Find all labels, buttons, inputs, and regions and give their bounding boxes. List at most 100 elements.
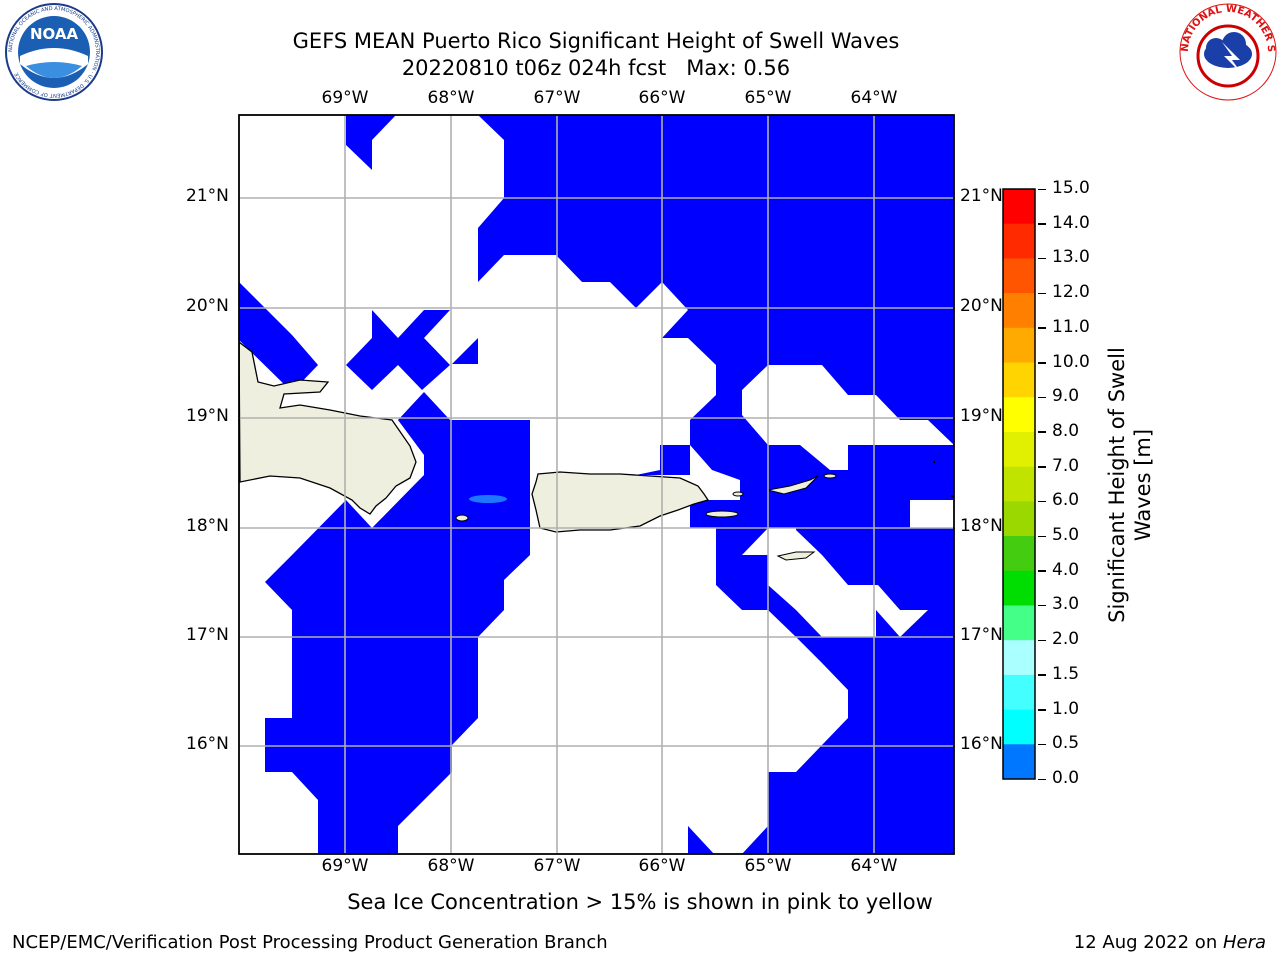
colorbar-segment [1003,223,1035,259]
lon-label-top: 65°W [744,88,792,108]
land-mona-island [455,514,469,522]
colorbar-tick-label: 15.0 [1052,178,1090,198]
swell-max-spot [469,495,507,503]
lat-label-left: 16°N [186,734,229,754]
colorbar-tick-mark [1038,257,1046,260]
swell-region-northwest [239,282,450,392]
land-islet [932,460,936,464]
colorbar-tick-label: 10.0 [1052,351,1090,372]
lon-label-top: 68°W [427,88,475,108]
colorbar-tick-mark [1038,292,1046,295]
colorbar-tick-label: 5.0 [1052,525,1080,546]
lon-label-top: 69°W [321,88,369,108]
lat-label-right: 16°N [960,734,1003,754]
lat-label-right: 17°N [960,625,1003,645]
colorbar-tick-mark [1038,535,1046,538]
colorbar [1002,188,1036,780]
lat-label-right: 18°N [960,516,1003,536]
colorbar-segment [1003,431,1035,468]
chart-subtitle: 20220810 t06z 024h fcst Max: 0.56 [401,56,791,80]
colorbar-segment [1003,640,1035,676]
chart-title: GEFS MEAN Puerto Rico Significant Height… [292,29,900,53]
colorbar-tick-mark [1038,604,1046,607]
swell-region-small-square [452,338,478,364]
land-virgin-islands [767,475,819,495]
colorbar-label: Significant Height of Swell Waves [m] [1104,325,1156,645]
lat-label-right: 20°N [960,296,1003,316]
colorbar-tick-label: 6.0 [1052,490,1080,511]
land-islet-2 [950,494,954,498]
noaa-logo-text: NOAA [30,25,79,43]
colorbar-label-line2: Waves [m] [1131,428,1155,542]
colorbar-segment [1003,536,1035,572]
lat-label-left: 19°N [186,406,229,426]
colorbar-tick-mark [1038,674,1046,676]
footer-host: Hera [1222,932,1266,953]
lon-label-bottom: 64°W [850,856,898,876]
land-hispaniola [239,341,417,515]
lat-label-right: 19°N [960,406,1003,426]
colorbar-segment [1003,362,1035,398]
colorbar-tick-label: 3.0 [1052,594,1080,615]
colorbar-tick-mark [1038,188,1046,190]
colorbar-tick-mark [1038,500,1046,503]
colorbar-tick-mark [1038,431,1046,433]
lat-label-left: 17°N [186,625,229,645]
colorbar-tick-mark [1038,396,1046,399]
colorbar-segment [1003,674,1035,711]
colorbar-tick-label: 1.5 [1052,663,1080,684]
sea-ice-note: Sea Ice Concentration > 15% is shown in … [347,890,933,914]
colorbar-segment [1003,501,1035,537]
land-vieques [705,510,739,518]
colorbar-tick-label: 2.0 [1052,629,1080,650]
swell-region-south-tip-2 [742,826,768,854]
lat-label-left: 21°N [186,186,229,206]
colorbar-tick-mark [1038,778,1046,780]
footer-date-text: 12 Aug 2022 on [1073,932,1223,953]
map-frame [238,114,955,855]
swell-region-northeast [478,115,954,610]
colorbar-tick-label: 0.0 [1052,768,1080,788]
colorbar-tick-mark [1038,362,1046,364]
colorbar-tick-label: 0.5 [1052,733,1080,754]
colorbar-segment [1003,744,1035,780]
colorbar-segment [1003,293,1035,329]
lon-label-top: 64°W [850,88,898,108]
colorbar-segment [1003,466,1035,502]
swell-region-southeast [716,555,954,854]
land-anegada [823,473,837,479]
colorbar-segment [1003,605,1035,641]
swell-region-south-tip [688,826,714,854]
colorbar-tick-label: 12.0 [1052,282,1090,303]
colorbar-tick-label: 4.0 [1052,559,1080,580]
nws-logo: NATIONAL WEATHER SERVICE [1174,0,1278,102]
lon-label-bottom: 67°W [533,856,581,876]
lat-label-right: 21°N [960,186,1003,206]
lon-label-top: 66°W [638,88,686,108]
colorbar-tick-label: 14.0 [1052,212,1090,233]
lat-label-left: 20°N [186,296,229,316]
colorbar-tick-label: 13.0 [1052,247,1090,268]
colorbar-tick-mark [1038,709,1046,711]
colorbar-tick-mark [1038,466,1046,468]
lat-label-left: 18°N [186,516,229,536]
colorbar-tick-mark [1038,639,1046,642]
swell-region-nw-tooth [346,115,396,170]
colorbar-tick-mark [1038,223,1046,225]
colorbar-segment [1003,189,1035,225]
footer-credit: NCEP/EMC/Verification Post Processing Pr… [12,932,608,953]
footer-date: 12 Aug 2022 on Hera [1074,932,1266,953]
lon-label-top: 67°W [533,88,581,108]
colorbar-tick-label: 7.0 [1052,455,1080,476]
noaa-logo: NOAA NATIONAL OCEANIC AND ATMOSPHERIC AD… [4,2,104,102]
colorbar-tick-label: 8.0 [1052,420,1080,441]
colorbar-segment [1003,397,1035,433]
land-puerto-rico [531,471,710,533]
lon-label-bottom: 69°W [321,856,369,876]
colorbar-tick-mark [1038,327,1046,329]
colorbar-segment [1003,327,1035,364]
map-grid [239,115,954,854]
swell-region-southwest [265,392,530,854]
colorbar-tick-label: 9.0 [1052,386,1080,407]
